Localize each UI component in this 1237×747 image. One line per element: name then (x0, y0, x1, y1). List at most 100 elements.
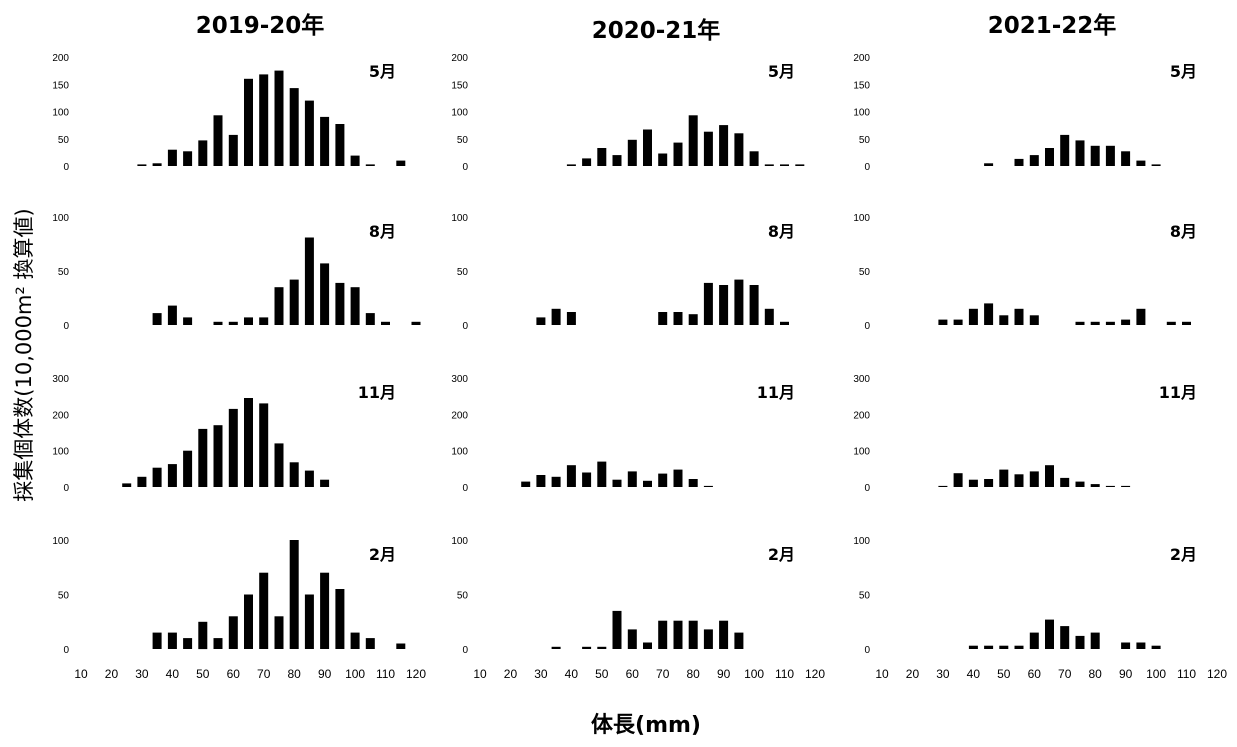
bar (259, 74, 269, 166)
bar (953, 319, 963, 325)
bar (627, 139, 637, 166)
y-tick-label: 50 (457, 591, 469, 602)
x-tick-label: 30 (534, 667, 548, 681)
bar (1075, 481, 1085, 487)
bar (228, 321, 238, 325)
bar (1166, 321, 1176, 325)
bar (597, 148, 607, 166)
y-tick-label: 200 (853, 53, 870, 64)
bar (1105, 321, 1115, 325)
y-tick-label: 200 (853, 410, 870, 421)
y-tick-label: 50 (457, 135, 469, 146)
bar (152, 632, 162, 649)
y-tick-label: 50 (58, 591, 70, 602)
x-axis-label: 体長(mm) (591, 713, 701, 738)
panel-2-1: 0 50 100 150 200 5月 (451, 53, 805, 173)
panel-2-3: 0 100 200 300 11月 (451, 374, 795, 494)
bar (1121, 151, 1131, 166)
bar (749, 151, 759, 166)
bar (320, 263, 330, 325)
x-tick-label: 30 (135, 667, 149, 681)
bar (183, 151, 193, 166)
bar (289, 462, 299, 487)
bar (335, 282, 345, 325)
bar (643, 480, 652, 487)
bar (304, 100, 314, 166)
bar (274, 616, 284, 649)
bar (350, 287, 360, 325)
x-tick-label: 20 (105, 667, 119, 681)
bar (780, 321, 789, 325)
x-tick-label: 90 (318, 667, 332, 681)
y-tick-label: 0 (864, 321, 870, 332)
bar (764, 308, 774, 325)
y-tick-label: 0 (63, 162, 69, 173)
y-tick-label: 0 (63, 645, 69, 656)
bar (1090, 484, 1100, 487)
month-label: 5月 (1170, 62, 1197, 81)
x-tick-label: 60 (1028, 667, 1042, 681)
column-3: 2021-22年0501001502005月0501008月0100200300… (853, 12, 1227, 681)
x-tick-label: 80 (1089, 667, 1103, 681)
bar (551, 308, 561, 325)
bar (1121, 319, 1131, 325)
bar (213, 115, 223, 166)
bar (658, 473, 668, 487)
bar (167, 632, 177, 649)
bar (582, 472, 592, 487)
bar (658, 620, 668, 649)
bar (703, 131, 713, 166)
x-tick-label: 50 (997, 667, 1011, 681)
bar (703, 485, 713, 487)
y-tick-label: 50 (58, 267, 70, 278)
bar (999, 315, 1009, 325)
y-tick-label: 100 (853, 536, 870, 547)
bar (1105, 145, 1115, 166)
bar (749, 285, 759, 325)
x-tick-label: 70 (257, 667, 271, 681)
bar (688, 479, 698, 487)
y-tick-label: 150 (451, 80, 468, 91)
bar (612, 479, 622, 487)
bar (968, 479, 978, 487)
bar (627, 471, 637, 487)
bar (198, 621, 208, 650)
bar (137, 164, 147, 166)
y-tick-label: 50 (457, 267, 469, 278)
bar (365, 164, 375, 166)
y-tick-label: 0 (864, 483, 870, 494)
x-tick-label: 40 (166, 667, 180, 681)
bar (999, 469, 1009, 487)
bar (289, 540, 299, 649)
x-tick-label: 80 (288, 667, 302, 681)
x-tick-label: 110 (1177, 667, 1196, 681)
bar (673, 312, 683, 325)
bar (658, 153, 668, 166)
bar (228, 134, 238, 166)
y-tick-label: 0 (63, 483, 69, 494)
bar (274, 443, 284, 487)
y-tick-label: 0 (462, 645, 468, 656)
bar (244, 398, 253, 487)
bar (1060, 134, 1070, 166)
x-tick-label: 120 (805, 667, 825, 681)
bar (1105, 485, 1115, 487)
y-tick-label: 0 (864, 645, 870, 656)
bar (365, 313, 375, 325)
bar (658, 312, 668, 325)
bar (719, 285, 729, 325)
bar (274, 70, 284, 166)
bar (984, 163, 994, 166)
x-tick-label: 110 (376, 667, 395, 681)
y-tick-label: 0 (864, 162, 870, 173)
x-tick-label: 100 (744, 667, 764, 681)
bar (244, 594, 253, 649)
bar (643, 129, 652, 166)
y-tick-label: 100 (52, 213, 69, 224)
bar (183, 317, 193, 325)
bar (183, 638, 193, 649)
bar (152, 467, 162, 487)
y-tick-label: 0 (462, 483, 468, 494)
y-tick-label: 150 (52, 80, 69, 91)
